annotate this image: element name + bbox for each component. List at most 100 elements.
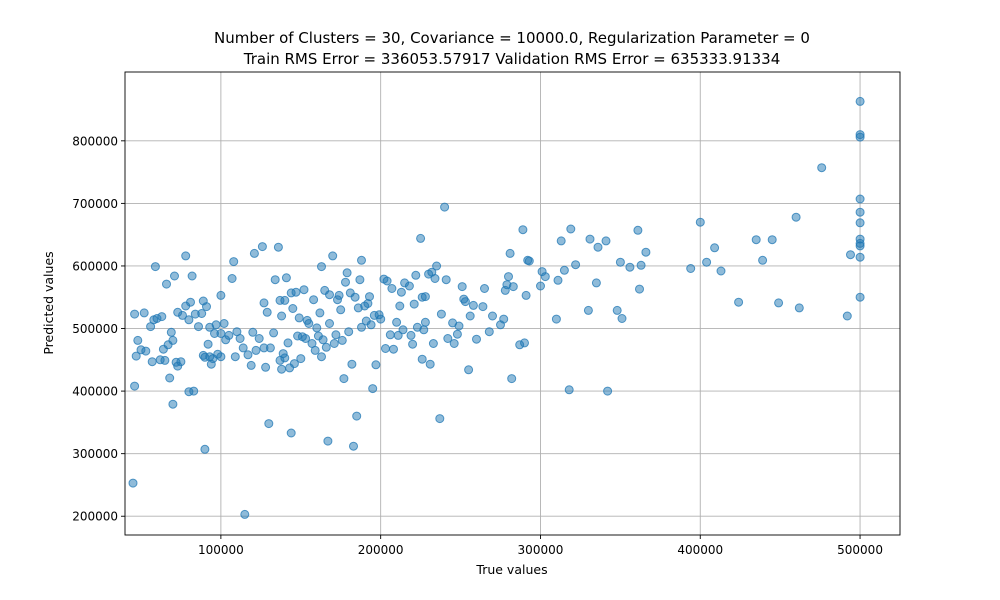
data-point [409,299,419,309]
data-point [178,310,187,320]
data-point [855,207,865,217]
axis-ticks: 100000 200000 300000 400000 500000 200000 3000… [72,134,883,557]
data-point [219,319,229,328]
data-point [571,260,581,270]
data-point [141,346,151,356]
data-point [312,323,322,333]
data-point [186,297,195,307]
data-point [273,242,283,252]
data-point [331,330,341,340]
x-tick-label: 100000 [198,543,244,557]
data-point [280,353,290,363]
data-point [791,212,801,222]
data-point [603,386,613,396]
data-point [387,284,397,293]
data-point [767,235,777,245]
data-point [524,256,534,266]
data-point [197,309,207,318]
data-point [468,300,478,310]
y-tick-label: 800000 [72,134,118,148]
data-point [556,236,566,246]
data-point [347,359,357,369]
data-point [309,295,319,305]
data-point [317,352,326,362]
data-point [337,335,347,345]
data-point [339,374,349,384]
data-point [355,275,365,285]
chart-title-line-1: Number of Clusters = 30, Covariance = 10… [214,29,810,47]
data-point [751,235,761,245]
data-point [817,163,827,173]
y-axis-label: Predicted values [41,251,56,354]
data-point [855,132,865,142]
y-tick-label: 500000 [72,322,118,336]
data-point [181,251,191,261]
data-point [846,250,855,260]
data-point [536,281,545,291]
data-point [323,436,333,446]
data-point [336,305,346,315]
data-point [334,290,344,300]
data-point [436,309,446,319]
data-point [248,327,258,337]
data-point [246,360,256,370]
data-point [350,292,360,302]
data-point [270,275,280,285]
data-point [635,284,644,294]
data-point [454,321,464,331]
y-tick-label: 700000 [72,197,118,211]
data-point [240,509,250,519]
data-point [259,298,269,308]
data-point [366,320,376,330]
data-point [344,327,354,337]
data-point [612,305,622,315]
y-tick-label: 600000 [72,259,118,273]
data-point [202,302,211,312]
data-point [165,373,175,383]
data-point [269,328,279,338]
data-point [200,444,210,454]
data-point [131,351,141,361]
data-point [553,275,563,285]
y-tick-label: 200000 [72,510,118,524]
data-point [488,311,497,321]
data-point [325,319,334,328]
data-point [460,297,470,307]
data-point [794,303,804,313]
data-point [395,301,405,311]
data-point [238,343,248,353]
plot-area-frame [124,71,901,536]
data-point [251,345,261,355]
data-point [716,266,726,276]
data-point [855,194,865,204]
data-point [617,314,627,323]
data-point [243,350,253,360]
data-point [641,247,651,257]
data-point [357,255,366,265]
data-point [283,338,293,348]
data-point [227,274,237,283]
data-point [249,248,259,258]
data-point [472,334,481,344]
data-point [398,325,408,335]
data-point [435,414,445,424]
data-point [559,265,569,275]
data-point [464,365,474,375]
data-point [420,317,430,327]
data-point [315,308,325,318]
x-tick-label: 400000 [677,543,723,557]
data-point [452,329,462,339]
data-point [419,325,429,335]
data-point [286,428,296,438]
data-point [855,218,865,228]
data-point [352,411,362,421]
data-point [425,359,435,369]
data-point [130,381,140,391]
data-point [299,285,309,295]
x-axis-label: True values [475,562,547,577]
data-point [416,233,426,243]
data-point [855,292,865,302]
data-point [591,278,601,288]
data-point [160,355,170,365]
data-point [187,271,197,281]
